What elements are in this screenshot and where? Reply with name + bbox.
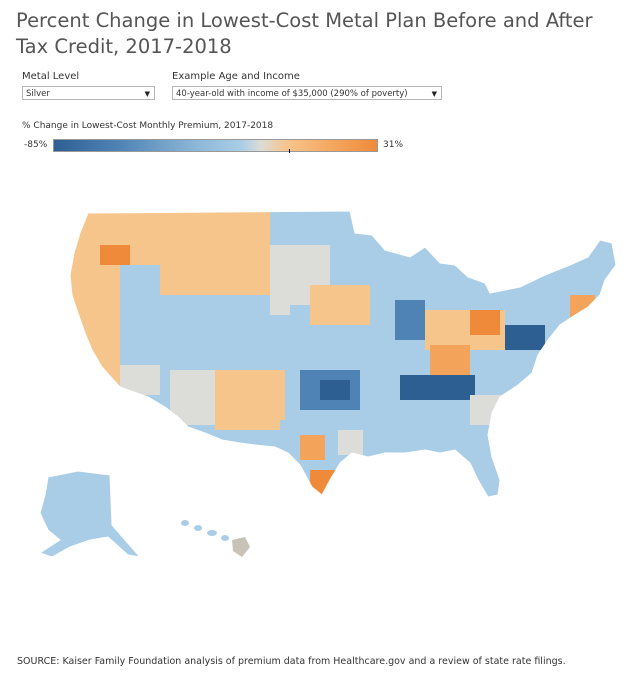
- chevron-down-icon: ▼: [431, 90, 437, 98]
- color-legend-bar: [53, 139, 378, 152]
- legend-zero-tick: [289, 149, 290, 153]
- metal-level-value: Silver: [26, 89, 50, 99]
- age-income-label: Example Age and Income: [172, 71, 300, 82]
- us-outline: [69, 210, 617, 498]
- metal-level-label: Metal Level: [22, 71, 80, 82]
- lower-48-states: [70, 211, 616, 497]
- legend-title: % Change in Lowest-Cost Monthly Premium,…: [22, 121, 274, 131]
- legend-max-label: 31%: [383, 140, 404, 150]
- alaska: [38, 470, 142, 558]
- age-income-select[interactable]: 40-year-old with income of $35,000 (290%…: [172, 86, 442, 100]
- metal-level-select[interactable]: Silver ▼: [22, 86, 155, 100]
- page-title: Percent Change in Lowest-Cost Metal Plan…: [16, 9, 593, 58]
- source-note: SOURCE: Kaiser Family Foundation analysi…: [17, 656, 566, 667]
- hawaii: [181, 520, 250, 557]
- chevron-down-icon: ▼: [144, 90, 150, 98]
- us-county-map[interactable]: [0, 195, 639, 585]
- legend-min-label: -85%: [24, 140, 48, 150]
- age-income-value: 40-year-old with income of $35,000 (290%…: [176, 89, 408, 99]
